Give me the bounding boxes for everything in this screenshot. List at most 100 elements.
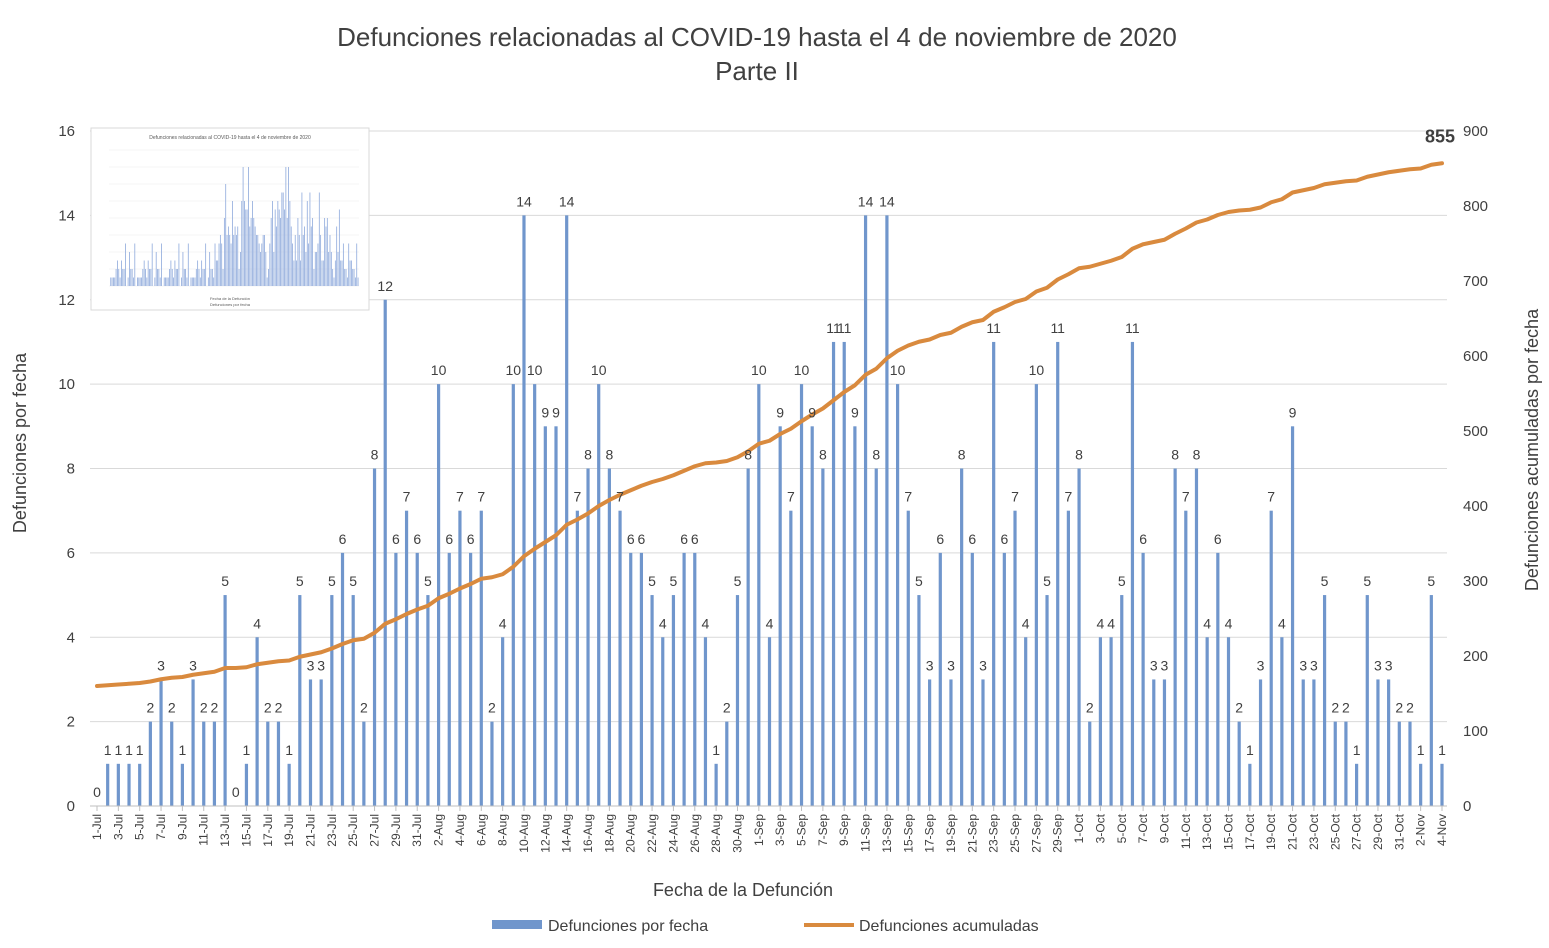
bar-data-label: 2 — [168, 700, 176, 716]
bar-data-label: 3 — [1299, 657, 1307, 673]
inset-bar — [110, 277, 112, 286]
bar — [1120, 595, 1124, 806]
y2-tick-label: 100 — [1463, 723, 1488, 740]
y2-tick-label: 900 — [1463, 123, 1488, 140]
x-tick-label: 31-Oct — [1392, 813, 1406, 850]
bar — [319, 679, 323, 806]
x-tick-label: 16-Aug — [581, 814, 595, 853]
bar — [992, 341, 996, 806]
inset-bar — [118, 269, 120, 286]
y2-tick-label: 500 — [1463, 423, 1488, 440]
bar — [1088, 721, 1092, 806]
bar — [586, 468, 590, 806]
x-tick-label: 21-Jul — [303, 814, 317, 847]
inset-bar — [264, 235, 265, 286]
bar — [511, 384, 515, 806]
bar — [970, 552, 974, 806]
bar — [170, 721, 174, 806]
y-tick-label: 2 — [67, 714, 75, 731]
x-tick-label: 5-Oct — [1115, 813, 1129, 843]
inset-legend: Defunciones por fecha — [210, 302, 251, 307]
bar-data-label: 3 — [1150, 657, 1158, 673]
bar-data-label: 1 — [136, 742, 144, 758]
inset-bar — [177, 269, 178, 286]
inset-bar — [305, 252, 307, 286]
bar — [725, 721, 729, 806]
bar-data-label: 2 — [488, 700, 496, 716]
inset-bar — [183, 269, 185, 286]
bar — [1205, 637, 1209, 806]
inset-bar — [294, 235, 296, 286]
bar — [1034, 384, 1038, 806]
bar — [266, 721, 270, 806]
bar-data-label: 8 — [872, 447, 880, 463]
inset-bar — [321, 260, 323, 286]
bar — [575, 510, 579, 806]
inset-bar — [348, 243, 350, 286]
inset-bar — [298, 235, 300, 286]
inset-bar — [194, 277, 196, 286]
bar — [1312, 679, 1316, 806]
bar — [404, 510, 409, 806]
bar — [831, 341, 836, 806]
bar — [618, 510, 622, 806]
inset-bar — [131, 269, 133, 286]
x-tick-label: 4-Nov — [1435, 814, 1449, 846]
bar — [714, 763, 718, 806]
x-tick-label: 7-Sep — [816, 814, 830, 846]
inset-bar — [138, 277, 140, 286]
bar-data-label: 6 — [1000, 531, 1008, 547]
bar — [735, 595, 740, 806]
inset-bar — [129, 252, 130, 286]
chart-title: Defunciones relacionadas al COVID-19 has… — [337, 22, 1177, 52]
inset-bar — [147, 260, 149, 286]
bar-data-label: 11 — [1050, 320, 1065, 336]
bar — [885, 215, 889, 806]
inset-bar — [198, 269, 200, 286]
bar — [1226, 637, 1231, 806]
bar-data-label: 14 — [879, 193, 895, 209]
inset-bar — [352, 269, 354, 286]
y-tick-label: 14 — [58, 207, 75, 224]
inset-bar — [205, 243, 207, 286]
x-tick-label: 14-Aug — [560, 814, 574, 853]
bar-data-label: 10 — [794, 362, 810, 378]
x-tick-label: 7-Oct — [1136, 813, 1150, 843]
x-tick-label: 22-Aug — [645, 814, 659, 853]
bar — [1194, 468, 1199, 806]
inset-bar — [150, 269, 152, 286]
bar-data-label: 3 — [189, 657, 197, 673]
bar-data-label: 4 — [659, 615, 667, 631]
bar — [1344, 721, 1348, 806]
inset-bar — [290, 226, 292, 286]
inset-bar — [320, 235, 322, 286]
y2-tick-label: 700 — [1463, 273, 1488, 290]
inset-bar — [214, 243, 216, 286]
bar — [1056, 341, 1060, 806]
bar — [372, 468, 377, 806]
inset-bar — [210, 269, 212, 286]
inset-bar — [357, 277, 359, 286]
bar-data-label: 8 — [584, 447, 592, 463]
inset-bar — [139, 277, 141, 286]
inset-bar — [330, 252, 332, 286]
inset-bar — [273, 252, 275, 286]
x-tick-label: 15-Sep — [901, 814, 915, 853]
bar-data-label: 8 — [1193, 447, 1201, 463]
inset-bar — [250, 218, 252, 286]
bar — [629, 552, 633, 806]
bar — [874, 468, 878, 806]
inset-xlabel: Fecha de la Defunción — [210, 296, 250, 301]
bar-data-label: 2 — [1331, 700, 1339, 716]
x-tick-label: 13-Sep — [880, 814, 894, 853]
inset-bar — [218, 243, 220, 286]
bar-data-label: 3 — [1310, 657, 1318, 673]
inset-bar — [322, 260, 324, 286]
x-tick-label: 13-Oct — [1200, 813, 1214, 850]
bar — [810, 426, 814, 806]
inset-bar — [277, 201, 279, 286]
x-axis-title: Fecha de la Defunción — [653, 880, 833, 900]
bar-data-label: 1 — [125, 742, 133, 758]
inset-bar — [190, 277, 192, 286]
bar — [223, 595, 227, 806]
